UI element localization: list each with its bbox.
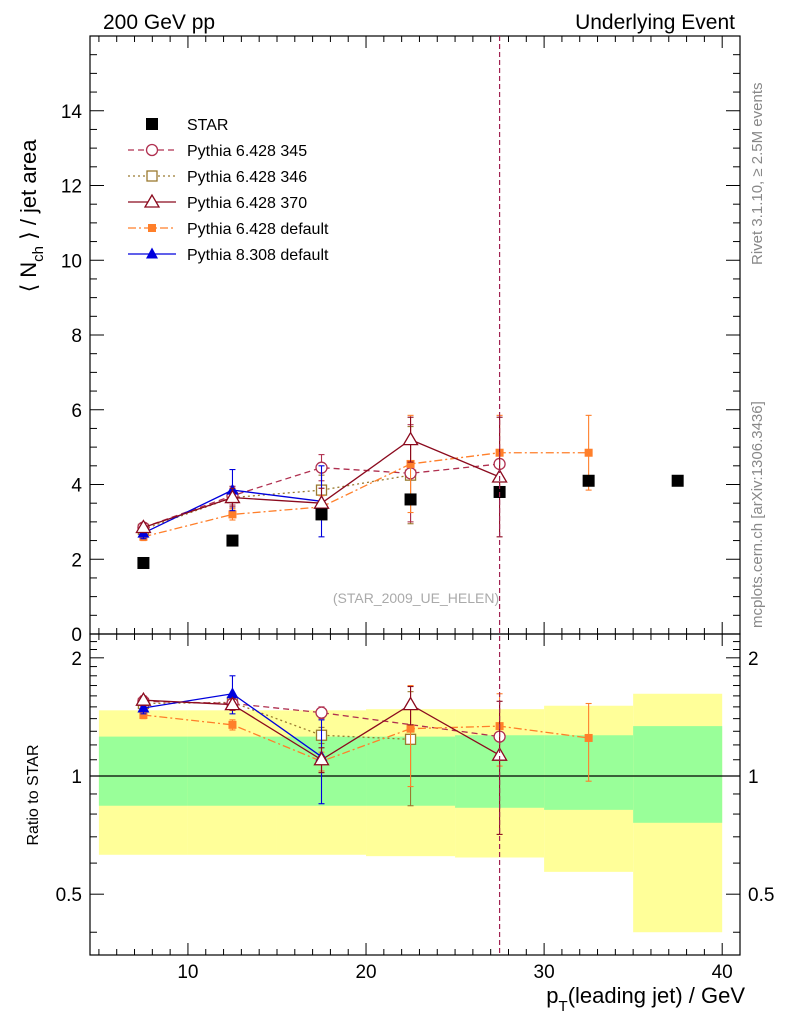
legend-label: Pythia 6.428 345 xyxy=(187,143,307,160)
p345-line xyxy=(143,463,500,529)
star-marker xyxy=(404,493,417,506)
x-tick-label: 20 xyxy=(355,962,376,983)
y-tick-label: 14 xyxy=(61,102,83,123)
pdefault-marker xyxy=(139,711,148,720)
y-tick-label: 12 xyxy=(61,177,82,198)
pdefault-marker xyxy=(148,224,156,232)
legend-label: Pythia 6.428 346 xyxy=(187,169,307,186)
p370-marker xyxy=(135,691,152,706)
p370-marker xyxy=(402,431,419,446)
y-tick-label: 10 xyxy=(61,251,82,272)
legend: STAR Pythia 6.428 345 Pythia 6.428 346 Pyth… xyxy=(128,117,329,264)
legend-entry-p8: Pythia 8.308 default xyxy=(128,247,329,264)
ratio-y-tick-label: 2 xyxy=(71,649,82,670)
x-axis-title: pT(leading jet) / GeV xyxy=(546,983,745,1015)
legend-label: STAR xyxy=(187,117,228,134)
ratio-y-tick-label: 1 xyxy=(71,767,82,788)
legend-entry-p345: Pythia 6.428 345 xyxy=(128,143,307,160)
ratio-band-inner xyxy=(98,736,188,806)
legend-entry-p370: Pythia 6.428 370 xyxy=(128,193,307,212)
ratio-y-tick-label-right: 2 xyxy=(748,649,759,670)
p8-marker xyxy=(226,687,239,699)
legend-label: Pythia 8.308 default xyxy=(187,247,329,264)
ratio-band-inner xyxy=(633,726,723,823)
p370-marker xyxy=(402,696,419,711)
pdefault-line xyxy=(143,452,589,538)
pdefault-marker xyxy=(584,448,593,457)
star-marker xyxy=(226,534,239,547)
star-marker xyxy=(493,485,506,498)
ratio-panel-frame xyxy=(89,633,741,956)
p346-marker xyxy=(146,170,158,182)
y-tick-label: 4 xyxy=(71,476,82,497)
pdefault-marker xyxy=(228,510,237,519)
main-panel: 0 2 4 6 8 10 12 14 (STAR_2009_UE_HELEN) STAR Pyt… xyxy=(61,35,741,646)
legend-label: Pythia 6.428 370 xyxy=(187,195,307,212)
ratio-panel: 10 20 30 40 0.5 0.5 1 1 2 2 xyxy=(56,633,774,983)
p370-marker xyxy=(135,519,152,534)
p370-marker xyxy=(313,751,330,766)
p346-line xyxy=(143,701,411,740)
watermark: (STAR_2009_UE_HELEN) xyxy=(333,590,499,606)
y-tick-label: 8 xyxy=(71,326,82,347)
y-tick-label: 0 xyxy=(71,625,82,646)
pdefault-line xyxy=(143,714,589,763)
svg-text:pT(leading jet) / GeV: pT(leading jet) / GeV xyxy=(546,983,745,1015)
p370-marker xyxy=(313,494,330,509)
ratio-y-tick-label-right: 0.5 xyxy=(748,885,774,906)
p370-marker xyxy=(224,489,241,504)
series-pdefault xyxy=(139,414,593,542)
header-right: Underlying Event xyxy=(575,11,735,34)
mcplots-label: mcplots.cern.ch [arXiv:1306.3436] xyxy=(749,401,766,628)
p345-marker xyxy=(315,706,328,719)
x-tick-label: 10 xyxy=(177,962,198,983)
series-p346 xyxy=(137,426,417,535)
star-marker xyxy=(146,118,158,130)
legend-label: Pythia 6.428 default xyxy=(187,221,329,238)
x-tick-label: 30 xyxy=(534,962,555,983)
rivet-label: Rivet 3.1.10, ≥ 2.5M events xyxy=(749,83,766,266)
p345-marker xyxy=(145,143,159,157)
y-axis-title-ratio: Ratio to STAR xyxy=(25,744,42,845)
p370-marker xyxy=(224,696,241,711)
ratio-y-tick-label-right: 1 xyxy=(748,767,759,788)
star-marker xyxy=(137,556,150,569)
p8-marker xyxy=(137,701,150,713)
pdefault-marker xyxy=(406,459,415,468)
header-left: 200 GeV pp xyxy=(103,11,215,34)
p370-marker xyxy=(143,193,161,208)
star-marker xyxy=(671,474,684,487)
star-marker xyxy=(582,474,595,487)
legend-entry-p346: Pythia 6.428 346 xyxy=(128,169,307,186)
y-tick-label: 6 xyxy=(71,401,82,422)
svg-text:⟨ Nch ⟩ / jet area: ⟨ Nch ⟩ / jet area xyxy=(16,139,47,293)
p8-marker xyxy=(146,247,158,259)
x-tick-label: 40 xyxy=(712,962,733,983)
ratio-band-inner xyxy=(187,736,277,806)
legend-entry-star: STAR xyxy=(146,117,228,134)
legend-entry-pdefault: Pythia 6.428 default xyxy=(128,221,329,238)
pdefault-marker xyxy=(584,733,593,742)
pdefault-marker xyxy=(406,724,415,733)
series-star xyxy=(137,474,684,569)
star-marker xyxy=(315,508,328,521)
pdefault-marker xyxy=(228,720,237,729)
y-tick-label: 2 xyxy=(71,550,82,571)
ratio-y-tick-label: 0.5 xyxy=(56,885,82,906)
y-axis-title-main: ⟨ Nch ⟩ / jet area xyxy=(16,139,47,293)
